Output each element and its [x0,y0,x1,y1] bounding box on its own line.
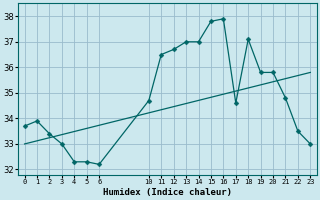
X-axis label: Humidex (Indice chaleur): Humidex (Indice chaleur) [103,188,232,197]
